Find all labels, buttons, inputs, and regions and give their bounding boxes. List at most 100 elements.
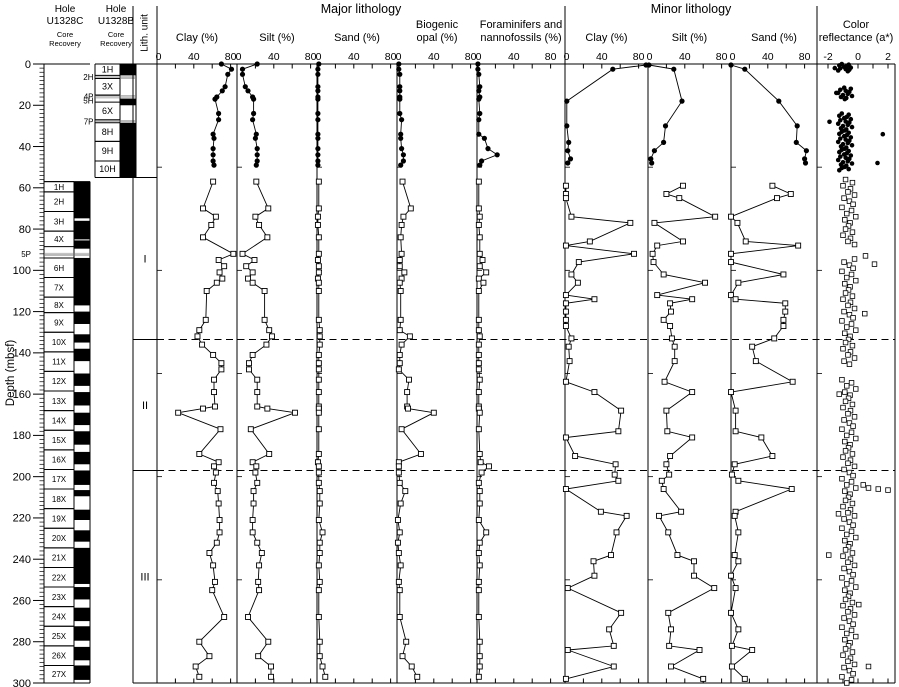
svg-text:0: 0 bbox=[564, 51, 570, 63]
svg-text:0: 0 bbox=[236, 51, 242, 63]
series-hole_u1328c_minor-minor_clay bbox=[562, 182, 637, 682]
svg-text:21X: 21X bbox=[52, 554, 67, 563]
svg-text:22X: 22X bbox=[52, 573, 67, 582]
panel-title-major-sand: Sand (%) bbox=[334, 32, 380, 44]
series-hole_u1328b_major-major_silt bbox=[239, 61, 260, 168]
series-hole_u1328b_major-biogenic_opal bbox=[396, 61, 406, 168]
panel-title-minor-sand: Sand (%) bbox=[751, 32, 797, 44]
svg-text:5H: 5H bbox=[83, 96, 93, 105]
svg-text:0: 0 bbox=[855, 51, 861, 63]
svg-text:80: 80 bbox=[465, 51, 477, 63]
hole-u1328c-name: U1328C bbox=[46, 15, 84, 27]
svg-text:7P: 7P bbox=[84, 117, 94, 126]
panel-title-line: opal (%) bbox=[416, 32, 458, 44]
major-lithology-title: Major lithology bbox=[320, 2, 402, 16]
series-hole_u1328c_minor-minor_sand bbox=[728, 182, 802, 682]
svg-text:13X: 13X bbox=[52, 397, 67, 406]
svg-text:9X: 9X bbox=[54, 318, 64, 327]
svg-text:5P: 5P bbox=[21, 250, 31, 259]
svg-text:10H: 10H bbox=[99, 164, 116, 174]
svg-text:-2: -2 bbox=[823, 51, 832, 63]
svg-text:80: 80 bbox=[19, 224, 31, 236]
hole-u1328c-header: Hole U1328C bbox=[33, 4, 97, 27]
panel-title-line: Foraminifers and bbox=[479, 19, 563, 31]
svg-text:80: 80 bbox=[633, 51, 645, 63]
svg-text:2H: 2H bbox=[54, 198, 64, 207]
series-hole_u1328c_major-foram bbox=[475, 178, 492, 680]
lith-unit-axis-label: Lith. unit bbox=[139, 14, 151, 52]
svg-text:40: 40 bbox=[428, 51, 440, 63]
svg-text:1H: 1H bbox=[102, 65, 114, 75]
minor-lithology-title: Minor lithology bbox=[650, 2, 732, 16]
hole-u1328b-word: Hole bbox=[105, 4, 127, 15]
series-hole_u1328c_major-major_sand bbox=[314, 178, 329, 680]
svg-text:80: 80 bbox=[385, 51, 397, 63]
svg-text:14X: 14X bbox=[52, 416, 67, 425]
svg-text:III: III bbox=[140, 572, 149, 584]
svg-text:40: 40 bbox=[19, 141, 31, 153]
svg-text:18X: 18X bbox=[52, 495, 67, 504]
series-hole_u1328c_major-major_clay bbox=[175, 178, 237, 680]
svg-text:19X: 19X bbox=[52, 514, 67, 523]
svg-text:100: 100 bbox=[13, 265, 31, 277]
svg-text:20: 20 bbox=[19, 100, 31, 112]
svg-text:40: 40 bbox=[348, 51, 360, 63]
series-hole_u1328b_minor-minor_silt bbox=[646, 62, 685, 166]
svg-text:60: 60 bbox=[19, 183, 31, 195]
series-hole_u1328b_minor-minor_clay bbox=[564, 62, 649, 166]
series-hole_u1328c_minor-minor_silt bbox=[649, 182, 719, 682]
svg-text:11X: 11X bbox=[52, 358, 66, 367]
svg-text:40: 40 bbox=[268, 51, 280, 63]
svg-text:280: 280 bbox=[13, 637, 31, 649]
svg-text:1H: 1H bbox=[54, 183, 64, 192]
svg-text:160: 160 bbox=[13, 389, 31, 401]
svg-text:80: 80 bbox=[225, 51, 237, 63]
recovery-label: Recovery bbox=[49, 39, 81, 48]
hole-u1328b-header: Hole U1328B bbox=[84, 4, 148, 27]
hole-u1328b-name: U1328B bbox=[97, 15, 135, 27]
panel-title-reflectance: Color reflectance (a*) bbox=[800, 19, 899, 45]
hole-u1328b-subheader: Core Recovery bbox=[84, 30, 148, 48]
series-hole_u1328c_major-major_silt bbox=[239, 178, 298, 680]
svg-text:12X: 12X bbox=[52, 377, 67, 386]
svg-text:23X: 23X bbox=[52, 593, 67, 602]
panel-title-minor-clay: Clay (%) bbox=[585, 32, 628, 44]
svg-text:3X: 3X bbox=[102, 82, 113, 92]
series-hole_u1328c_major-biogenic_opal bbox=[394, 178, 437, 680]
svg-text:80: 80 bbox=[545, 51, 557, 63]
svg-text:2: 2 bbox=[885, 51, 891, 63]
reflectance-scatter bbox=[826, 61, 891, 686]
svg-text:II: II bbox=[142, 400, 148, 412]
svg-text:4X: 4X bbox=[54, 235, 64, 244]
svg-text:140: 140 bbox=[13, 348, 31, 360]
svg-text:0: 0 bbox=[396, 51, 402, 63]
svg-text:200: 200 bbox=[13, 471, 31, 483]
svg-text:25X: 25X bbox=[52, 632, 67, 641]
svg-text:40: 40 bbox=[188, 51, 200, 63]
series-hole_u1328b_major-major_sand bbox=[315, 61, 322, 168]
svg-text:40: 40 bbox=[508, 51, 520, 63]
svg-text:260: 260 bbox=[13, 595, 31, 607]
svg-text:80: 80 bbox=[799, 51, 811, 63]
panel-title-line: reflectance (a*) bbox=[818, 32, 894, 44]
svg-text:24X: 24X bbox=[52, 612, 67, 621]
series-hole_u1328b_major-foram bbox=[475, 61, 500, 168]
svg-text:17X: 17X bbox=[52, 475, 67, 484]
svg-text:4P: 4P bbox=[84, 93, 94, 102]
hole-u1328c-subheader: Core Recovery bbox=[33, 30, 97, 48]
panel-title-line: nannofossils (%) bbox=[480, 32, 562, 44]
core-label: Core bbox=[107, 30, 125, 39]
svg-text:40: 40 bbox=[762, 51, 774, 63]
svg-text:40: 40 bbox=[679, 51, 691, 63]
svg-text:80: 80 bbox=[716, 51, 728, 63]
series-hole_u1328b_major-major_clay bbox=[210, 61, 235, 168]
svg-text:3H: 3H bbox=[54, 217, 64, 226]
svg-text:0: 0 bbox=[156, 51, 162, 63]
svg-text:240: 240 bbox=[13, 554, 31, 566]
svg-text:9H: 9H bbox=[102, 146, 114, 156]
svg-text:40: 40 bbox=[596, 51, 608, 63]
